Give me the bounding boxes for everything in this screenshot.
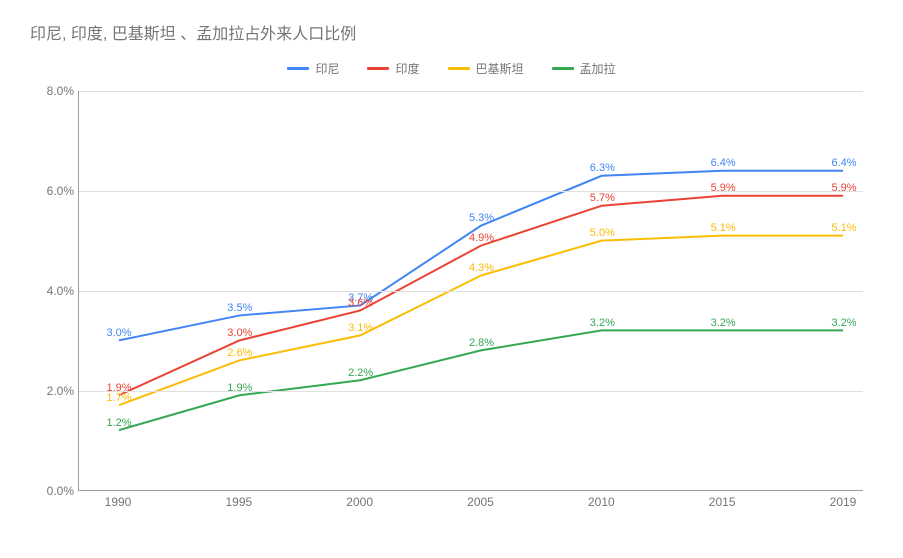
data-label: 1.9% [227, 382, 252, 394]
y-axis-label: 2.0% [34, 384, 74, 398]
data-label: 3.2% [590, 317, 615, 329]
data-label: 3.0% [106, 327, 131, 339]
y-axis-label: 0.0% [34, 484, 74, 498]
legend-swatch [552, 67, 574, 70]
data-label: 5.7% [590, 192, 615, 204]
legend-label: 印尼 [315, 60, 339, 77]
plot-wrap: 0.0%2.0%4.0%6.0%8.0%3.0%3.5%3.7%5.3%6.3%… [78, 91, 863, 521]
data-label: 5.9% [711, 182, 736, 194]
x-axis-label: 2005 [467, 495, 494, 509]
legend-label: 印度 [395, 60, 419, 77]
data-label: 4.3% [469, 262, 494, 274]
legend-swatch [367, 67, 389, 70]
data-label: 2.6% [227, 347, 252, 359]
legend-item: 孟加拉 [552, 60, 616, 77]
data-label: 2.2% [348, 367, 373, 379]
x-axis-label: 2019 [830, 495, 857, 509]
y-axis-label: 6.0% [34, 184, 74, 198]
chart-container: 印尼, 印度, 巴基斯坦 、孟加拉占外来人口比例 印尼 印度 巴基斯坦 孟加拉 0.0… [0, 0, 903, 558]
data-label: 3.2% [711, 317, 736, 329]
legend-label: 巴基斯坦 [476, 60, 524, 77]
data-label: 1.7% [106, 392, 131, 404]
legend-item: 印尼 [287, 60, 339, 77]
data-label: 5.1% [831, 222, 856, 234]
x-axis-label: 1990 [105, 495, 132, 509]
x-axis-label: 2010 [588, 495, 615, 509]
legend-item: 巴基斯坦 [448, 60, 524, 77]
data-label: 3.1% [348, 322, 373, 334]
x-axis-label: 1995 [225, 495, 252, 509]
y-axis-label: 8.0% [34, 84, 74, 98]
data-label: 1.2% [106, 417, 131, 429]
data-label: 5.9% [831, 182, 856, 194]
x-axis-label: 2000 [346, 495, 373, 509]
gridline [79, 291, 863, 292]
y-axis-label: 4.0% [34, 284, 74, 298]
legend-item: 印度 [367, 60, 419, 77]
data-label: 5.3% [469, 212, 494, 224]
x-axis-labels: 1990 1995 2000 2005 2010 2015 2019 [78, 495, 863, 511]
gridline [79, 191, 863, 192]
data-label: 3.5% [227, 302, 252, 314]
chart-title: 印尼, 印度, 巴基斯坦 、孟加拉占外来人口比例 [30, 20, 873, 44]
legend-label: 孟加拉 [580, 60, 616, 77]
data-label: 6.3% [590, 162, 615, 174]
legend-swatch [287, 67, 309, 70]
plot-area: 0.0%2.0%4.0%6.0%8.0%3.0%3.5%3.7%5.3%6.3%… [78, 91, 863, 491]
data-label: 3.0% [227, 327, 252, 339]
data-label: 5.1% [711, 222, 736, 234]
data-label: 5.0% [590, 227, 615, 239]
gridline [79, 391, 863, 392]
data-label: 4.9% [469, 232, 494, 244]
legend-swatch [448, 67, 470, 70]
legend: 印尼 印度 巴基斯坦 孟加拉 [30, 60, 873, 77]
data-label: 2.8% [469, 337, 494, 349]
data-label: 3.6% [348, 297, 373, 309]
data-label: 3.2% [831, 317, 856, 329]
x-axis-label: 2015 [709, 495, 736, 509]
data-label: 6.4% [711, 157, 736, 169]
data-label: 6.4% [831, 157, 856, 169]
gridline [79, 91, 863, 92]
